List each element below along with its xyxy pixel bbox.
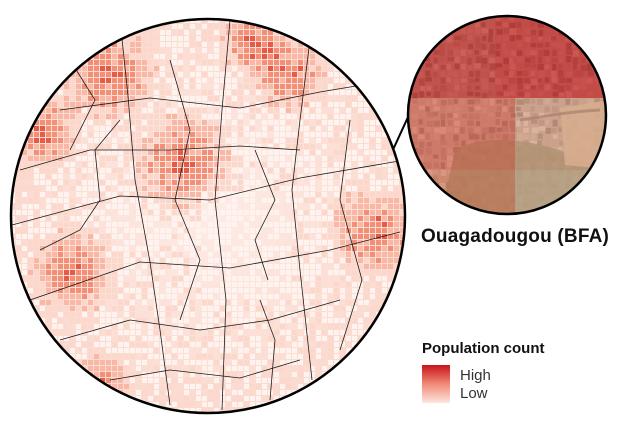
main-map-circle xyxy=(11,19,405,413)
satellite-inset xyxy=(408,16,606,214)
overlay-high xyxy=(408,16,495,98)
legend-low-label: Low xyxy=(460,385,488,402)
overlay-high-2 xyxy=(495,16,606,98)
river-line xyxy=(519,108,601,122)
legend-high-label: High xyxy=(460,367,491,384)
legend: Population count High Low xyxy=(422,340,622,406)
legend-title: Population count xyxy=(422,340,545,357)
legend-color-bar xyxy=(422,365,450,403)
legend-body: High Low xyxy=(422,366,622,406)
city-label: Ouagadougou (BFA) xyxy=(420,226,610,247)
road-network xyxy=(11,19,405,411)
main-map-border xyxy=(9,17,407,415)
overlay-mid xyxy=(408,98,515,170)
overlay-low-mid xyxy=(515,98,606,170)
satellite-inset-border xyxy=(406,14,608,216)
